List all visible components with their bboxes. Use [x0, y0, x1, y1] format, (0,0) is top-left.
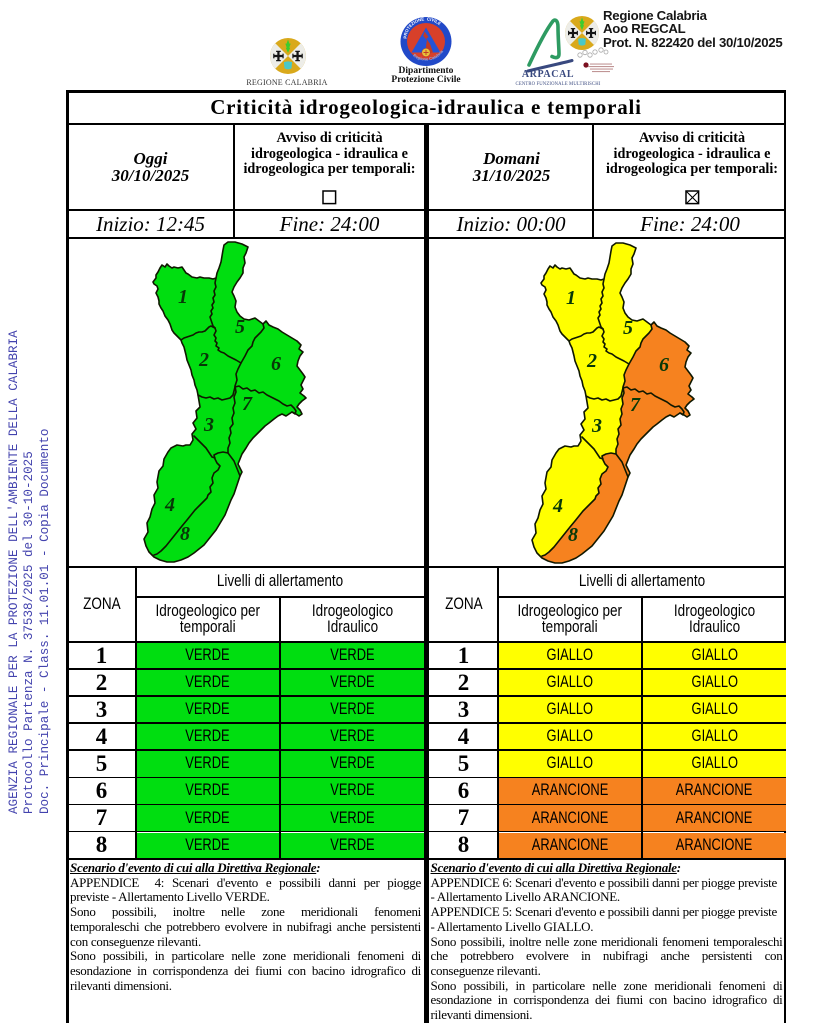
- svg-text:8: 8: [180, 523, 190, 545]
- svg-text:6: 6: [659, 354, 669, 376]
- svg-text:4: 4: [552, 495, 563, 517]
- svg-text:5: 5: [235, 316, 245, 338]
- svg-text:7: 7: [242, 393, 253, 415]
- svg-text:1: 1: [178, 286, 188, 308]
- svg-text:3: 3: [591, 415, 602, 437]
- svg-text:3: 3: [203, 414, 214, 436]
- svg-text:2: 2: [586, 350, 597, 372]
- svg-text:7: 7: [630, 394, 641, 416]
- svg-text:2: 2: [198, 349, 209, 371]
- svg-text:4: 4: [164, 494, 175, 516]
- svg-text:8: 8: [568, 524, 578, 546]
- svg-text:1: 1: [566, 287, 576, 309]
- svg-text:5: 5: [623, 317, 633, 339]
- svg-text:6: 6: [271, 353, 281, 375]
